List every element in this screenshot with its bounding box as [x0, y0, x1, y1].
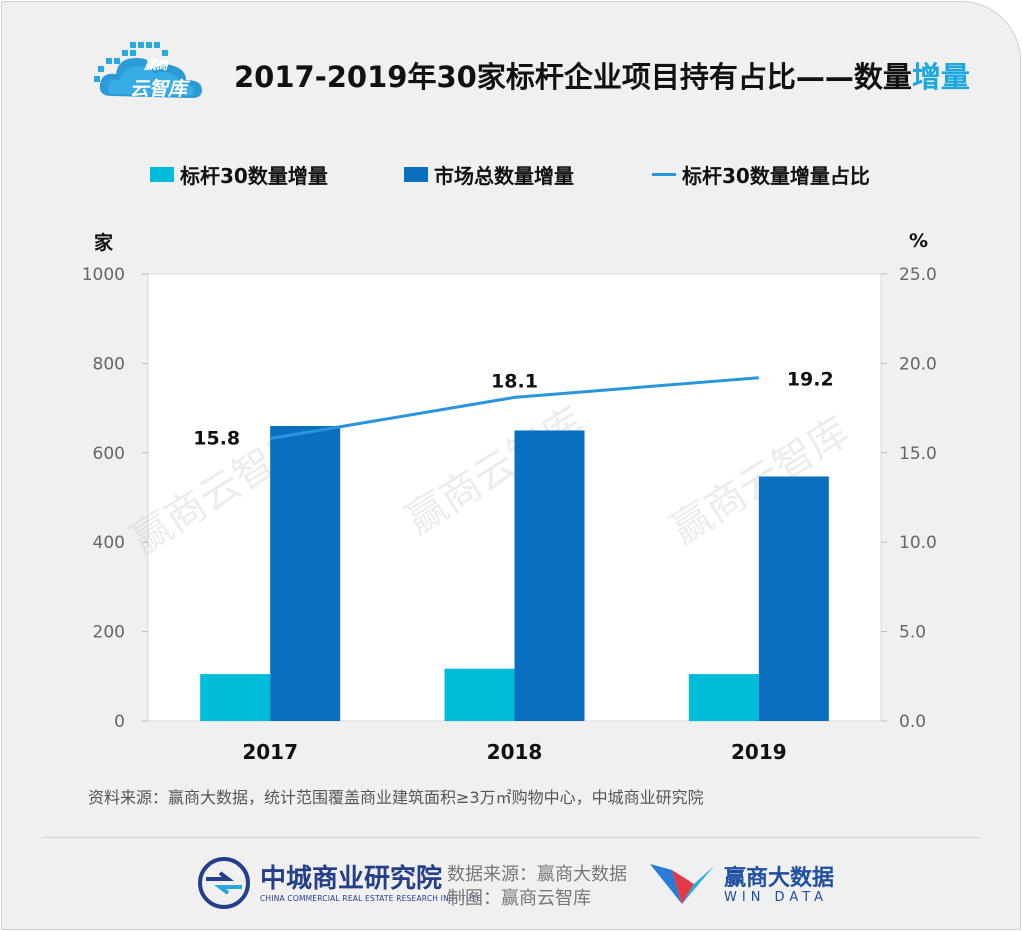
- ratio-data-label: 18.1: [491, 370, 538, 392]
- logo-line1: 赢商: [144, 58, 169, 72]
- legend-label-market: 市场总数量增量: [434, 164, 574, 188]
- left-tick-label: 800: [93, 354, 125, 374]
- legend-swatch-ratio: [652, 173, 676, 176]
- x-category-label: 2019: [731, 740, 787, 764]
- chart-title: 2017-2019年30家标杆企业项目持有占比——数量增量: [234, 54, 970, 96]
- left-tick-label: 1000: [82, 265, 125, 285]
- legend-ratio: 标杆30数量增量占比: [652, 160, 870, 189]
- right-tick-label: 0.0: [899, 712, 926, 732]
- legend-label-ratio: 标杆30数量增量占比: [682, 164, 870, 188]
- logo-line2: 云智库: [130, 78, 188, 100]
- source-note: 资料来源：赢商大数据，统计范围覆盖商业建筑面积≥3万㎡购物中心，中城商业研究院: [88, 788, 704, 807]
- left-tick-label: 600: [93, 444, 125, 464]
- right-tick-label: 10.0: [899, 533, 937, 553]
- ccri-english-name: CHINA COMMERCIAL REAL ESTATE RESEARCH IN…: [260, 894, 482, 903]
- legend-benchmark: 标杆30数量增量: [150, 160, 328, 189]
- right-axis-unit: %: [909, 230, 929, 252]
- windata-wing-icon: [650, 864, 714, 904]
- combo-chart: 赢商云智库赢商云智库赢商云智库 020040060080010000.05.01…: [82, 265, 937, 764]
- right-tick-label: 20.0: [899, 354, 937, 374]
- right-tick-label: 25.0: [899, 265, 937, 285]
- bar-benchmark-2018: [444, 668, 515, 721]
- right-tick-label: 5.0: [899, 623, 926, 643]
- left-tick-label: 200: [93, 623, 125, 643]
- ccri-emblem-icon: [198, 857, 250, 909]
- left-tick-label: 400: [93, 533, 125, 553]
- footer-made-by: 制图：赢商云智库: [447, 888, 591, 909]
- legend-swatch-market: [404, 167, 428, 182]
- bar-market-2017: [270, 425, 341, 721]
- footer-divider: [42, 837, 980, 838]
- bar-benchmark-2019: [688, 674, 759, 721]
- bar-market-2018: [514, 430, 585, 721]
- ratio-data-label: 15.8: [193, 427, 240, 449]
- ccri-name: 中城商业研究院: [260, 864, 443, 894]
- windata-english: WIN DATA: [724, 890, 829, 905]
- x-category-label: 2018: [487, 740, 543, 764]
- ratio-line: [269, 376, 759, 440]
- bar-benchmark-2017: [200, 674, 271, 721]
- bar-market-2019: [758, 476, 829, 721]
- x-category-label: 2017: [242, 740, 298, 764]
- left-axis-unit: 家: [94, 232, 114, 254]
- cloud-logo-icon: [94, 42, 202, 98]
- windata-name: 赢商大数据: [724, 866, 835, 891]
- footer-data-source: 数据来源：赢商大数据: [447, 864, 627, 885]
- ccri-logo: [198, 857, 250, 909]
- legend-market: 市场总数量增量: [404, 160, 574, 189]
- right-tick-label: 15.0: [899, 444, 937, 464]
- windata-logo: [648, 860, 716, 906]
- yingshang-cloud-logo: 赢商 云智库: [90, 38, 210, 108]
- left-tick-label: 0: [114, 712, 125, 732]
- title-highlight: 增量: [911, 60, 970, 94]
- ratio-data-label: 19.2: [787, 369, 834, 391]
- legend-label-benchmark: 标杆30数量增量: [180, 164, 328, 188]
- title-main: 2017-2019年30家标杆企业项目持有占比——数量: [234, 60, 912, 94]
- legend-swatch-benchmark: [150, 167, 174, 182]
